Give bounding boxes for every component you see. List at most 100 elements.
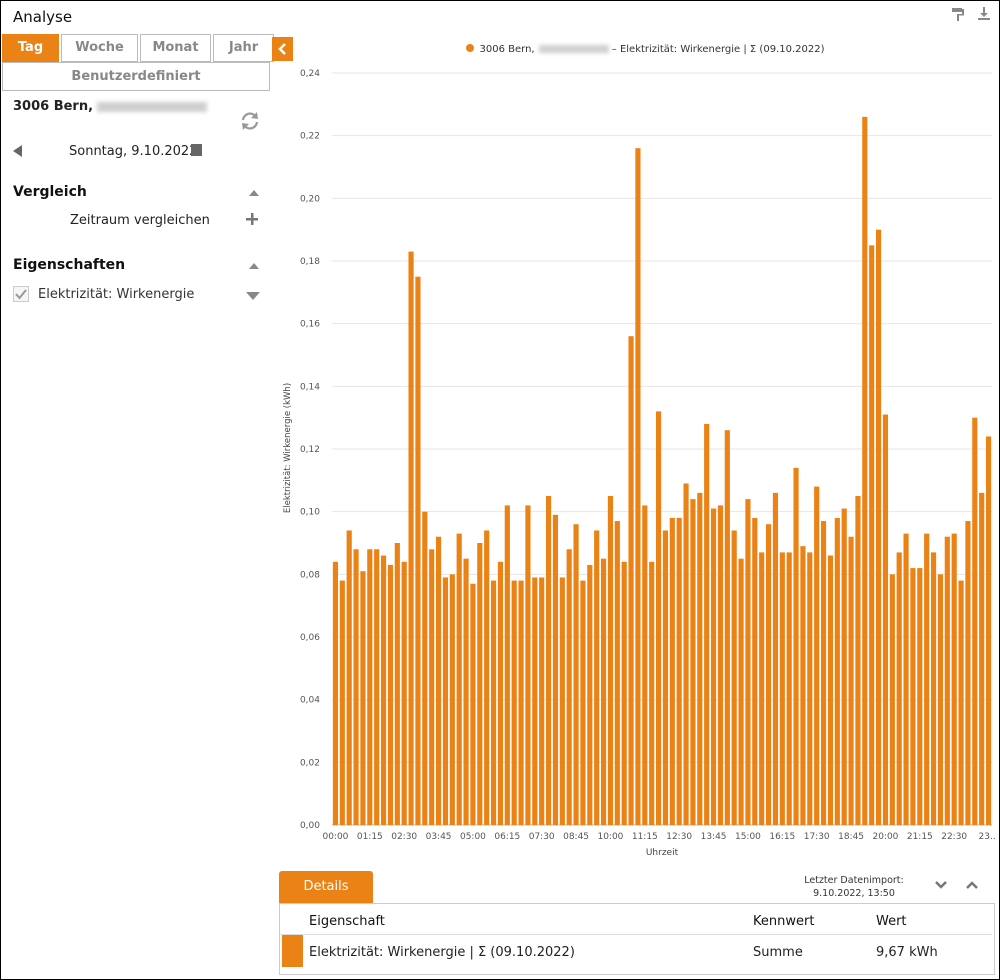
bar[interactable] [710,508,717,825]
bar[interactable] [676,517,682,825]
bar[interactable] [600,558,607,825]
bar[interactable] [545,496,552,825]
bar[interactable] [924,533,930,825]
collapse-sidebar-button[interactable] [272,37,293,61]
bar[interactable] [820,521,827,825]
column-header-value[interactable]: Wert [876,914,907,929]
tab-week[interactable]: Woche [61,34,138,62]
bar[interactable] [717,505,724,825]
bar[interactable] [917,568,923,825]
bar[interactable] [827,555,834,825]
bar[interactable] [456,533,462,825]
bar[interactable] [429,549,435,825]
bar[interactable] [387,564,394,825]
plus-icon[interactable] [245,212,259,226]
property-dropdown-icon[interactable] [246,292,260,300]
bar[interactable] [772,492,779,825]
bar[interactable] [463,558,469,825]
bar[interactable] [435,536,442,825]
bar[interactable] [442,577,449,825]
bar[interactable] [408,251,414,826]
bar[interactable] [635,148,641,825]
tab-month[interactable]: Monat [140,34,211,62]
bar[interactable] [669,517,675,825]
bar[interactable] [573,524,579,825]
bar[interactable] [731,530,737,825]
bar[interactable] [738,558,744,825]
bar[interactable] [807,552,813,825]
bar[interactable] [607,496,614,825]
bar[interactable] [504,505,510,825]
bar[interactable] [855,496,861,825]
bar[interactable] [415,276,421,825]
bar[interactable] [580,580,586,825]
bar[interactable] [655,411,662,825]
chevron-down-icon[interactable] [935,880,947,890]
bar[interactable] [525,505,531,825]
bar[interactable] [532,577,538,825]
bar[interactable] [367,549,373,825]
section-properties-title[interactable]: Eigenschaften [13,257,126,273]
bar[interactable] [497,561,504,825]
bar[interactable] [566,549,572,825]
bar[interactable] [353,549,359,825]
bar[interactable] [765,524,772,825]
tab-year[interactable]: Jahr [213,34,274,62]
current-date[interactable]: Sonntag, 9.10.2022 [69,144,198,159]
collapse-compare-icon[interactable] [249,190,259,196]
bar[interactable] [339,580,345,825]
calendar-icon[interactable] [191,144,202,156]
bar[interactable] [814,486,820,825]
bar[interactable] [848,536,854,825]
column-header-property[interactable]: Eigenschaft [309,914,385,929]
bar[interactable] [889,574,895,825]
tab-details[interactable]: Details [279,871,373,903]
bar[interactable] [834,517,840,825]
tab-custom[interactable]: Benutzerdefiniert [2,62,270,91]
bar[interactable] [958,580,964,825]
bar[interactable] [449,574,455,825]
bar[interactable] [896,552,902,825]
compare-period-label[interactable]: Zeitraum vergleichen [70,213,210,228]
bar[interactable] [477,543,483,825]
bar[interactable] [903,533,909,825]
chart-legend[interactable]: 3006 Bern, – Elektrizität: Wirkenergie |… [300,44,990,55]
bar[interactable] [704,423,710,825]
bar[interactable] [346,530,352,825]
bar[interactable] [621,561,627,825]
bar[interactable] [662,530,669,825]
bar[interactable] [979,492,985,825]
bar[interactable] [552,514,559,825]
paint-roller-icon[interactable] [950,6,966,22]
bar[interactable] [800,546,806,825]
bar[interactable] [559,577,565,825]
bar[interactable] [683,483,689,825]
chevron-up-icon[interactable] [966,880,978,890]
bar[interactable] [401,561,407,825]
column-header-kennwert[interactable]: Kennwert [753,914,815,929]
bar[interactable] [786,552,792,825]
bar[interactable] [490,580,497,825]
bar[interactable] [937,574,944,825]
bar[interactable] [745,499,751,825]
bar[interactable] [628,336,634,825]
bar[interactable] [910,568,916,825]
bar[interactable] [511,580,517,825]
property-checkbox[interactable] [13,286,29,302]
bar[interactable] [539,577,545,825]
bar[interactable] [862,116,868,825]
bar[interactable] [697,492,703,825]
bar[interactable] [841,508,847,825]
bar[interactable] [690,499,696,825]
bar[interactable] [332,561,339,825]
bar[interactable] [642,505,648,825]
bar[interactable] [882,414,889,825]
bar[interactable] [380,555,387,825]
bar[interactable] [869,245,875,826]
bar[interactable] [779,552,785,825]
bar[interactable] [759,552,765,825]
bar[interactable] [649,561,655,825]
bar[interactable] [518,580,524,825]
bar[interactable] [972,417,978,825]
bar[interactable] [614,521,620,825]
